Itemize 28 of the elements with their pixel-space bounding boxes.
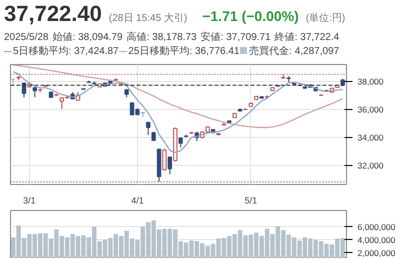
y-tick-label: 36,000: [358, 104, 384, 114]
text: 2025/5/28: [4, 32, 48, 44]
legend-label: 25日移動平均: 36,776.41: [127, 46, 240, 58]
candlestick: [146, 122, 150, 136]
y-tick-label: 32,000: [358, 160, 384, 171]
candlestick: [168, 156, 172, 175]
line-series: [12, 64, 344, 128]
x-tick-label: 4/1: [131, 196, 144, 206]
text: −1.71 (−0.00%): [202, 7, 299, 26]
text: (単位:円): [306, 12, 346, 26]
text: 高値: 38,178.73: [126, 32, 197, 44]
y-tick-label: 34,000: [358, 132, 384, 142]
text: 安値: 37,709.71: [200, 32, 271, 44]
chart-subtitle: (28日 15:45 大引): [108, 12, 188, 26]
candlestick: [162, 148, 167, 171]
y-tick-label: 38,000: [358, 76, 384, 86]
x-tick-label: 5/1: [244, 196, 258, 206]
x-tick-label: 3/1: [23, 196, 36, 206]
candlestick: [32, 86, 37, 98]
y-tick-label: 4,000,000: [358, 234, 396, 245]
y-tick-label: 2,000,000: [358, 248, 396, 258]
legend-label: 売買代金: 4,287,097: [248, 46, 340, 58]
chart-title: 37,722.40: [4, 0, 102, 28]
line-series: [12, 71, 344, 154]
text: 終値: 37,722.4: [274, 32, 340, 44]
text: 始値: 38,094.79: [52, 32, 123, 44]
y-tick-label: 6,000,000: [358, 222, 396, 232]
legend-label: 5日移動平均: 37,424.87: [12, 46, 119, 58]
